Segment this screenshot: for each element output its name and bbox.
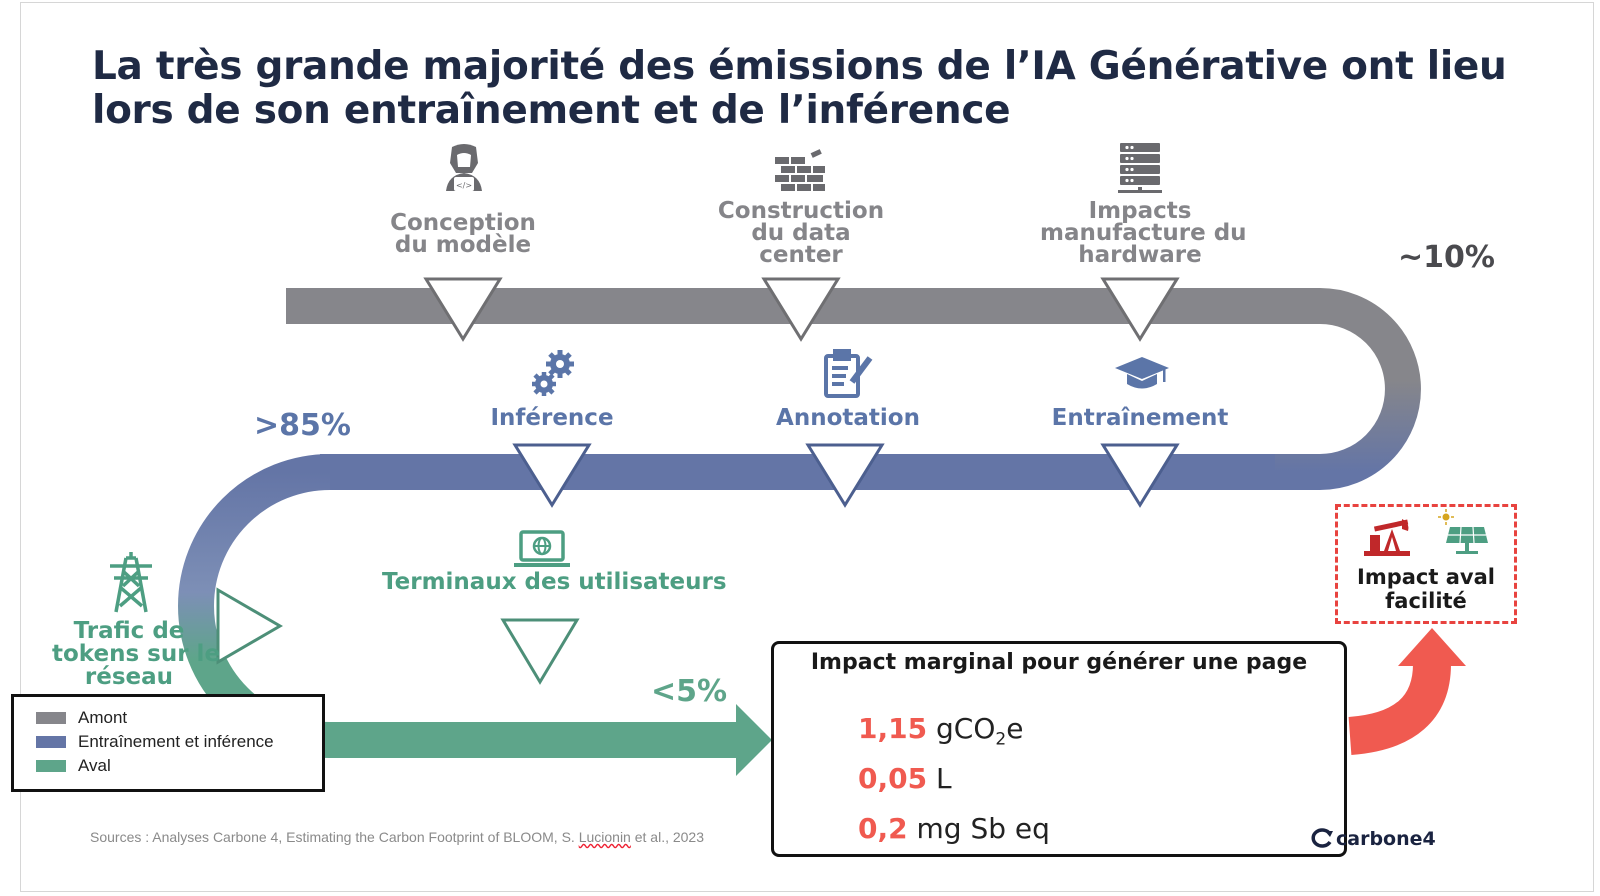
- percent-amont: ~10%: [1398, 240, 1495, 275]
- marker-inference: [512, 443, 592, 508]
- oil-pump-icon: [1362, 517, 1412, 561]
- label-construction: Construction du data center: [717, 198, 885, 268]
- legend-item-entrainement: Entraînement et inférence: [36, 731, 274, 753]
- graduation-cap-icon: [1115, 357, 1169, 395]
- marker-hardware: [1100, 277, 1180, 342]
- percent-aval: <5%: [651, 674, 728, 709]
- metric-co2: 1,15 gCO2e: [858, 712, 1023, 750]
- label-inference: Inférence: [490, 405, 614, 431]
- developer-icon: </>: [444, 143, 484, 197]
- power-pylon-icon: [108, 552, 154, 618]
- label-annotation: Annotation: [776, 405, 920, 431]
- laptop-globe-icon: [513, 530, 571, 572]
- server-icon: [1116, 143, 1164, 197]
- impact-title: Impact marginal pour générer une page: [810, 650, 1308, 675]
- brick-wall-icon: [775, 145, 827, 197]
- metric-water-unit: L: [936, 762, 952, 795]
- label-entrainement: Entraînement: [1051, 405, 1229, 431]
- metric-water-value: 0,05: [858, 762, 928, 795]
- svg-text:</>: </>: [456, 181, 472, 190]
- aval-band: [328, 722, 738, 758]
- legend-swatch-entrainement: [36, 736, 66, 748]
- facilite-arrow-body: [1348, 663, 1451, 755]
- percent-entrainement: >85%: [254, 408, 351, 443]
- marker-annotation: [805, 443, 885, 508]
- marker-construction: [761, 277, 841, 342]
- impact-box: Impact marginal pour générer une page 1,…: [771, 641, 1347, 857]
- metric-resources: 0,2 mg Sb eq: [858, 812, 1050, 845]
- legend-swatch-aval: [36, 760, 66, 772]
- page-title: La très grande majorité des émissions de…: [92, 44, 1507, 133]
- marker-conception: [423, 277, 503, 342]
- facilite-arrow-head: [1398, 628, 1466, 666]
- legend-item-aval: Aval: [36, 755, 111, 777]
- legend-item-amont: Amont: [36, 707, 127, 729]
- marker-network: [216, 587, 283, 665]
- metric-co2-unit: gCO2e: [936, 712, 1024, 750]
- carbone4-logo-icon: [1311, 828, 1333, 848]
- legend: Amont Entraînement et inférence Aval: [11, 694, 325, 792]
- facilite-box: Impact aval facilité: [1335, 504, 1517, 624]
- metric-resources-value: 0,2: [858, 812, 908, 845]
- solar-panel-icon: [1438, 509, 1488, 563]
- metric-resources-unit: mg Sb eq: [916, 812, 1050, 845]
- metric-water: 0,05 L: [858, 762, 952, 795]
- label-hardware: Impacts manufacture du hardware: [1040, 198, 1247, 268]
- aval-arrow-head: [736, 704, 772, 776]
- metric-co2-value: 1,15: [858, 712, 928, 745]
- label-terminaux: Terminaux des utilisateurs: [382, 569, 727, 595]
- marker-entrainement: [1100, 443, 1180, 508]
- label-conception: Conception du modèle: [390, 210, 536, 258]
- right-u-turn: [1268, 288, 1421, 490]
- legend-swatch-amont: [36, 712, 66, 724]
- clipboard-icon: [822, 348, 874, 404]
- label-network: Trafic de tokens sur le réseau: [52, 618, 221, 690]
- brand-logo: carbone4: [1310, 828, 1436, 850]
- facilite-label: Impact aval facilité: [1357, 565, 1495, 613]
- marker-terminaux: [500, 618, 580, 685]
- sources-note: Sources : Analyses Carbone 4, Estimating…: [90, 829, 705, 845]
- gears-icon: [530, 350, 576, 402]
